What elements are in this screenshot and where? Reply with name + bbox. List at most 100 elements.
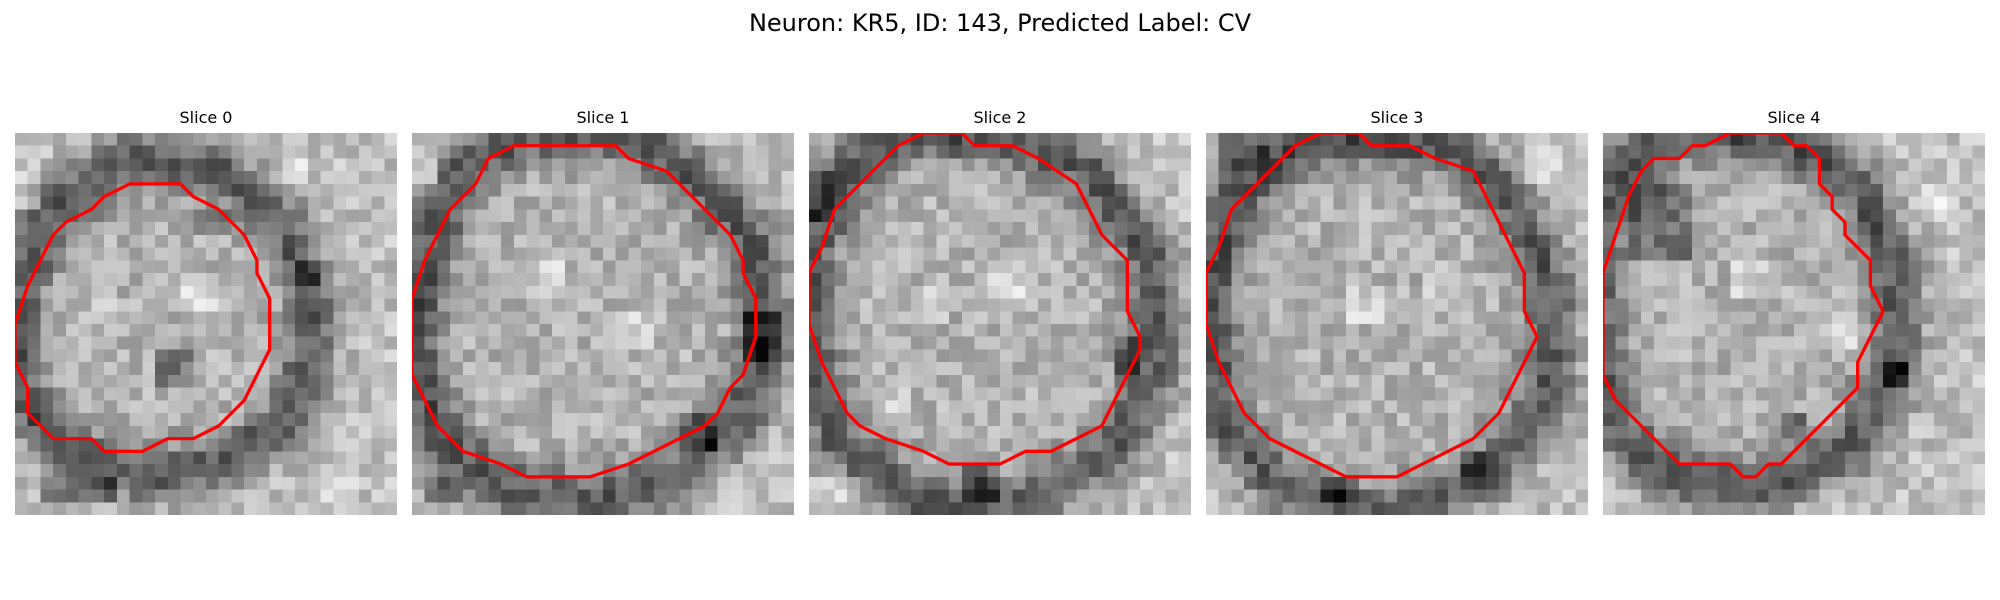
- image-pixel: [1562, 273, 1576, 287]
- image-pixel: [987, 133, 1001, 146]
- image-pixel: [1050, 489, 1064, 503]
- image-pixel: [1358, 260, 1372, 274]
- image-pixel: [53, 425, 67, 439]
- image-pixel: [603, 273, 616, 287]
- image-pixel: [1921, 502, 1935, 515]
- image-pixel: [1089, 171, 1103, 185]
- image-pixel: [513, 183, 527, 197]
- image-pixel: [1000, 158, 1013, 172]
- image-pixel: [781, 133, 794, 146]
- image-pixel: [1127, 133, 1141, 146]
- image-pixel: [333, 133, 347, 146]
- image-pixel: [1498, 133, 1512, 146]
- image-pixel: [1231, 438, 1245, 452]
- image-pixel: [501, 400, 515, 414]
- image-pixel: [384, 336, 397, 350]
- image-pixel: [1921, 387, 1935, 401]
- image-pixel: [167, 502, 181, 515]
- image-pixel: [231, 451, 245, 465]
- image-pixel: [730, 425, 744, 439]
- image-pixel: [1603, 324, 1616, 337]
- image-pixel: [872, 234, 886, 248]
- image-pixel: [704, 158, 718, 172]
- image-pixel: [1870, 273, 1884, 287]
- image-pixel: [180, 273, 194, 287]
- image-pixel: [1206, 400, 1219, 414]
- image-pixel: [1307, 324, 1321, 337]
- image-pixel: [1524, 260, 1538, 274]
- image-pixel: [615, 247, 629, 261]
- image-pixel: [53, 171, 67, 185]
- image-pixel: [679, 413, 693, 427]
- image-pixel: [692, 183, 706, 197]
- image-pixel: [346, 171, 360, 185]
- image-pixel: [936, 438, 950, 452]
- image-pixel: [1012, 349, 1026, 363]
- image-pixel: [743, 374, 757, 388]
- image-pixel: [1152, 183, 1166, 197]
- image-pixel: [27, 451, 41, 465]
- image-pixel: [847, 387, 861, 401]
- image-pixel: [371, 260, 385, 274]
- image-pixel: [1679, 183, 1693, 197]
- image-pixel: [1320, 349, 1334, 363]
- image-pixel: [1269, 476, 1283, 490]
- image-pixel: [513, 425, 527, 439]
- image-pixel: [1692, 196, 1706, 210]
- image-pixel: [615, 451, 629, 465]
- image-pixel: [679, 222, 693, 236]
- image-pixel: [307, 133, 321, 146]
- image-pixel: [1282, 336, 1296, 350]
- image-pixel: [987, 311, 1001, 325]
- image-pixel: [1063, 362, 1077, 376]
- image-pixel: [1397, 438, 1410, 452]
- image-pixel: [628, 413, 642, 427]
- image-pixel: [104, 171, 118, 185]
- image-pixel: [1244, 451, 1258, 465]
- image-pixel: [1486, 464, 1500, 478]
- image-pixel: [1025, 489, 1039, 503]
- image-pixel: [358, 298, 372, 312]
- image-pixel: [1244, 158, 1258, 172]
- image-pixel: [193, 133, 207, 146]
- image-pixel: [27, 133, 41, 146]
- image-pixel: [450, 145, 464, 159]
- image-pixel: [1743, 476, 1757, 490]
- image-pixel: [1883, 209, 1897, 223]
- image-pixel: [743, 222, 757, 236]
- image-pixel: [282, 285, 296, 299]
- image-pixel: [526, 158, 540, 172]
- image-pixel: [1050, 362, 1064, 376]
- image-pixel: [1653, 374, 1667, 388]
- image-pixel: [1972, 158, 1985, 172]
- image-pixel: [269, 362, 283, 376]
- image-pixel: [1562, 133, 1576, 146]
- image-pixel: [1781, 247, 1795, 261]
- image-pixel: [1524, 247, 1538, 261]
- image-pixel: [15, 133, 28, 146]
- image-pixel: [755, 285, 769, 299]
- image-pixel: [1384, 336, 1398, 350]
- image-pixel: [1371, 222, 1385, 236]
- image-pixel: [1511, 387, 1525, 401]
- image-pixel: [40, 273, 54, 287]
- image-pixel: [1603, 222, 1616, 236]
- image-pixel: [1422, 133, 1436, 146]
- image-pixel: [1641, 209, 1655, 223]
- image-pixel: [1730, 502, 1744, 515]
- image-pixel: [859, 260, 873, 274]
- image-pixel: [78, 298, 92, 312]
- image-pixel: [974, 158, 988, 172]
- image-pixel: [1781, 362, 1795, 376]
- image-pixel: [1307, 336, 1321, 350]
- image-pixel: [1603, 145, 1616, 159]
- image-pixel: [1012, 438, 1026, 452]
- image-pixel: [615, 476, 629, 490]
- image-pixel: [898, 298, 912, 312]
- image-pixel: [1959, 451, 1973, 465]
- image-pixel: [730, 400, 744, 414]
- image-pixel: [1063, 298, 1077, 312]
- image-pixel: [513, 502, 527, 515]
- image-pixel: [1946, 387, 1960, 401]
- image-pixel: [1307, 311, 1321, 325]
